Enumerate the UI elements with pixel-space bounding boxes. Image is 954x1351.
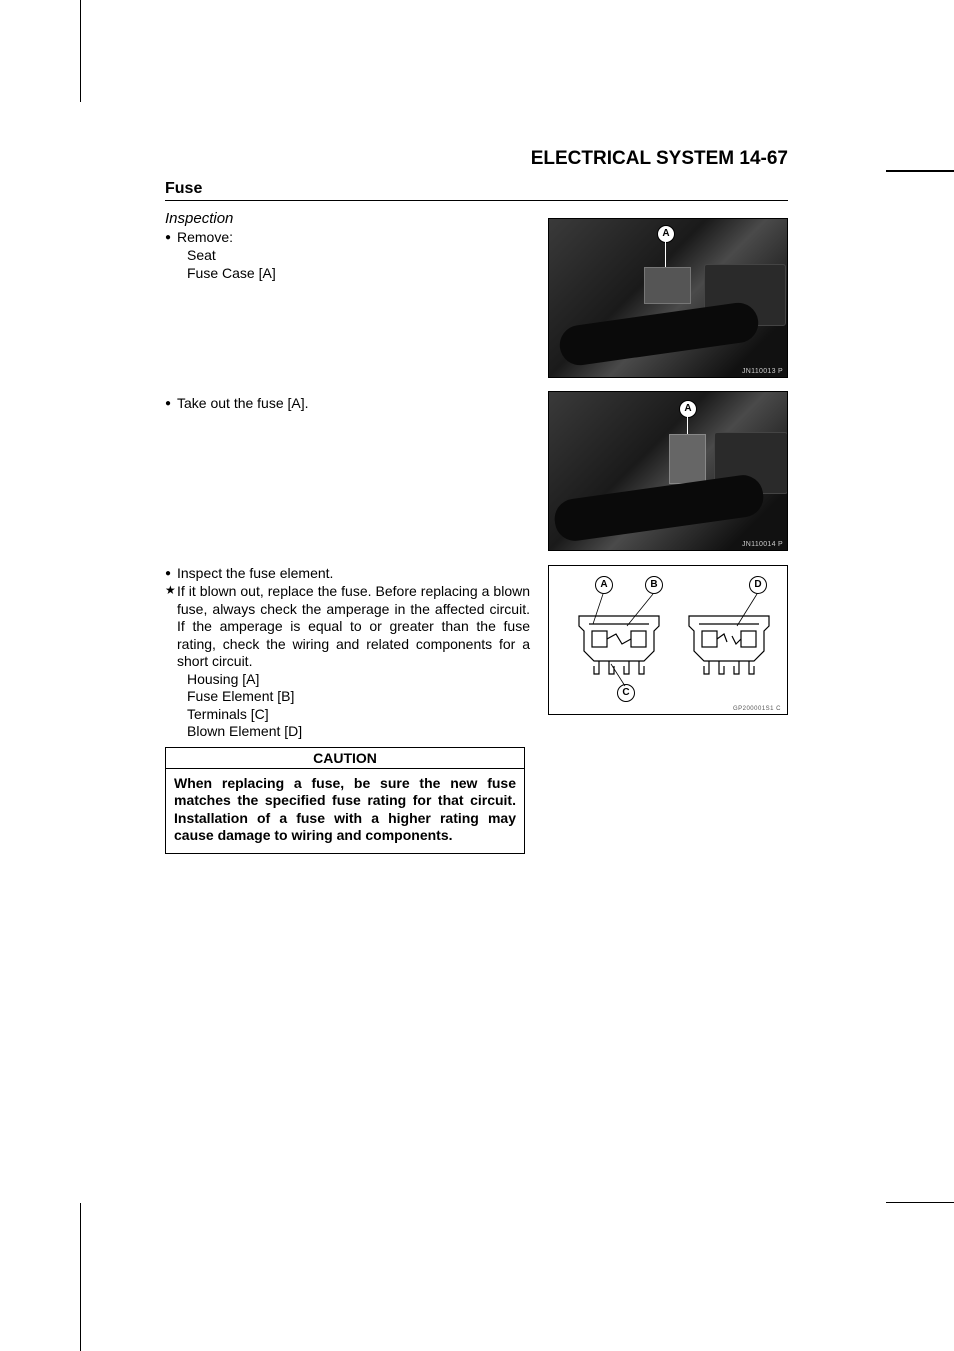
page: ELECTRICAL SYSTEM 14-67 Fuse Inspection … [0,0,954,1351]
figure-fuse-removed: A JN110014 P [548,391,788,551]
content-area: Inspection ● Remove: Seat Fuse Case [A] … [165,210,788,282]
step3-block: ● Inspect the fuse element. ★ If it blow… [165,565,530,854]
caution-box: CAUTION When replacing a fuse, be sure t… [165,747,525,854]
star-line: ★ If it blown out, replace the fuse. Bef… [165,583,530,671]
footer-rule-right [886,1202,954,1204]
section-title: Fuse [165,180,202,197]
figure-fuse-case: A JN110013 P [548,218,788,378]
header-rule-right [886,170,954,172]
bullet-icon: ● [165,565,177,583]
figure-code: JN110013 P [742,368,783,375]
figure-code: GP200001S1 C [733,706,781,712]
callout-a: A [657,225,675,243]
photo-detail [557,300,761,367]
crop-mark-bottom [80,1203,81,1351]
callout-a: A [679,400,697,418]
step2-block: ● Take out the fuse [A]. [165,395,535,413]
photo-detail [644,267,691,304]
part-element: Fuse Element [B] [187,688,530,706]
step3-text: Inspect the fuse element. [177,565,530,583]
part-housing: Housing [A] [187,671,530,689]
fuse-svg [549,576,789,706]
caution-text: When replacing a fuse, be sure the new f… [166,769,524,853]
step3-line: ● Inspect the fuse element. [165,565,530,583]
caution-label: CAUTION [166,748,524,769]
bullet-icon: ● [165,395,177,413]
step2-text: Take out the fuse [A]. [177,395,535,413]
step2-line: ● Take out the fuse [A]. [165,395,535,413]
figure-code: JN110014 P [742,541,783,548]
photo-detail [669,434,706,484]
page-header: ELECTRICAL SYSTEM 14-67 [165,148,788,170]
star-text: If it blown out, replace the fuse. Befor… [177,583,530,671]
figure-fuse-diagram: A B D C [548,565,788,715]
bullet-icon: ● [165,229,177,247]
star-icon: ★ [165,583,177,671]
part-terminals: Terminals [C] [187,706,530,724]
section-title-wrap: Fuse [165,180,788,201]
crop-mark-top [80,0,81,102]
part-blown: Blown Element [D] [187,723,530,741]
photo-detail [552,473,766,544]
